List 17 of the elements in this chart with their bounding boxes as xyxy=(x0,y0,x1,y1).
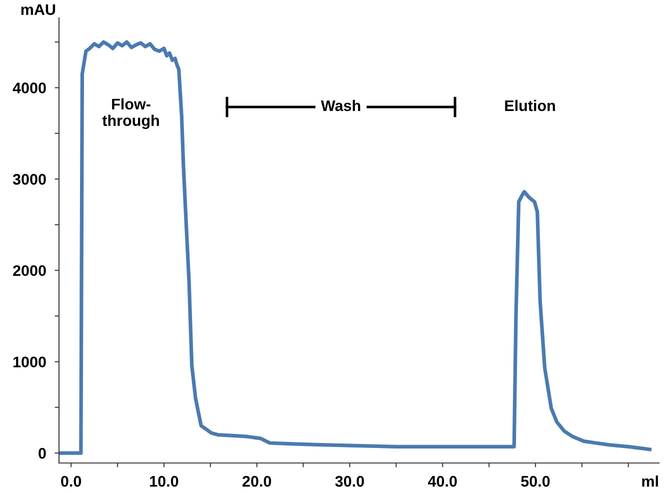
x-tick-label: 20.0 xyxy=(242,476,272,487)
y-tick-label: 3000 xyxy=(12,174,46,185)
line-series xyxy=(59,40,652,455)
y-tick-label: 0 xyxy=(38,448,46,459)
y-tick-label: 2000 xyxy=(13,265,46,276)
annotation: Flow- through xyxy=(102,98,159,130)
x-tick-label: 30.0 xyxy=(335,476,364,487)
annotation: Wash xyxy=(320,100,360,112)
x-tick-label: 50.0 xyxy=(521,476,550,487)
y-axis-title: mAU xyxy=(21,4,56,15)
y-tick-label: 1000 xyxy=(13,356,46,368)
x-tick-label: 40.0 xyxy=(428,476,457,487)
x-tick-label: 10.0 xyxy=(150,476,178,487)
y-tick-label: 4000 xyxy=(12,82,46,94)
annotation: Elution xyxy=(505,100,555,112)
x-tick-label: 0.0 xyxy=(61,476,82,487)
x-axis-title: ml xyxy=(642,476,658,487)
